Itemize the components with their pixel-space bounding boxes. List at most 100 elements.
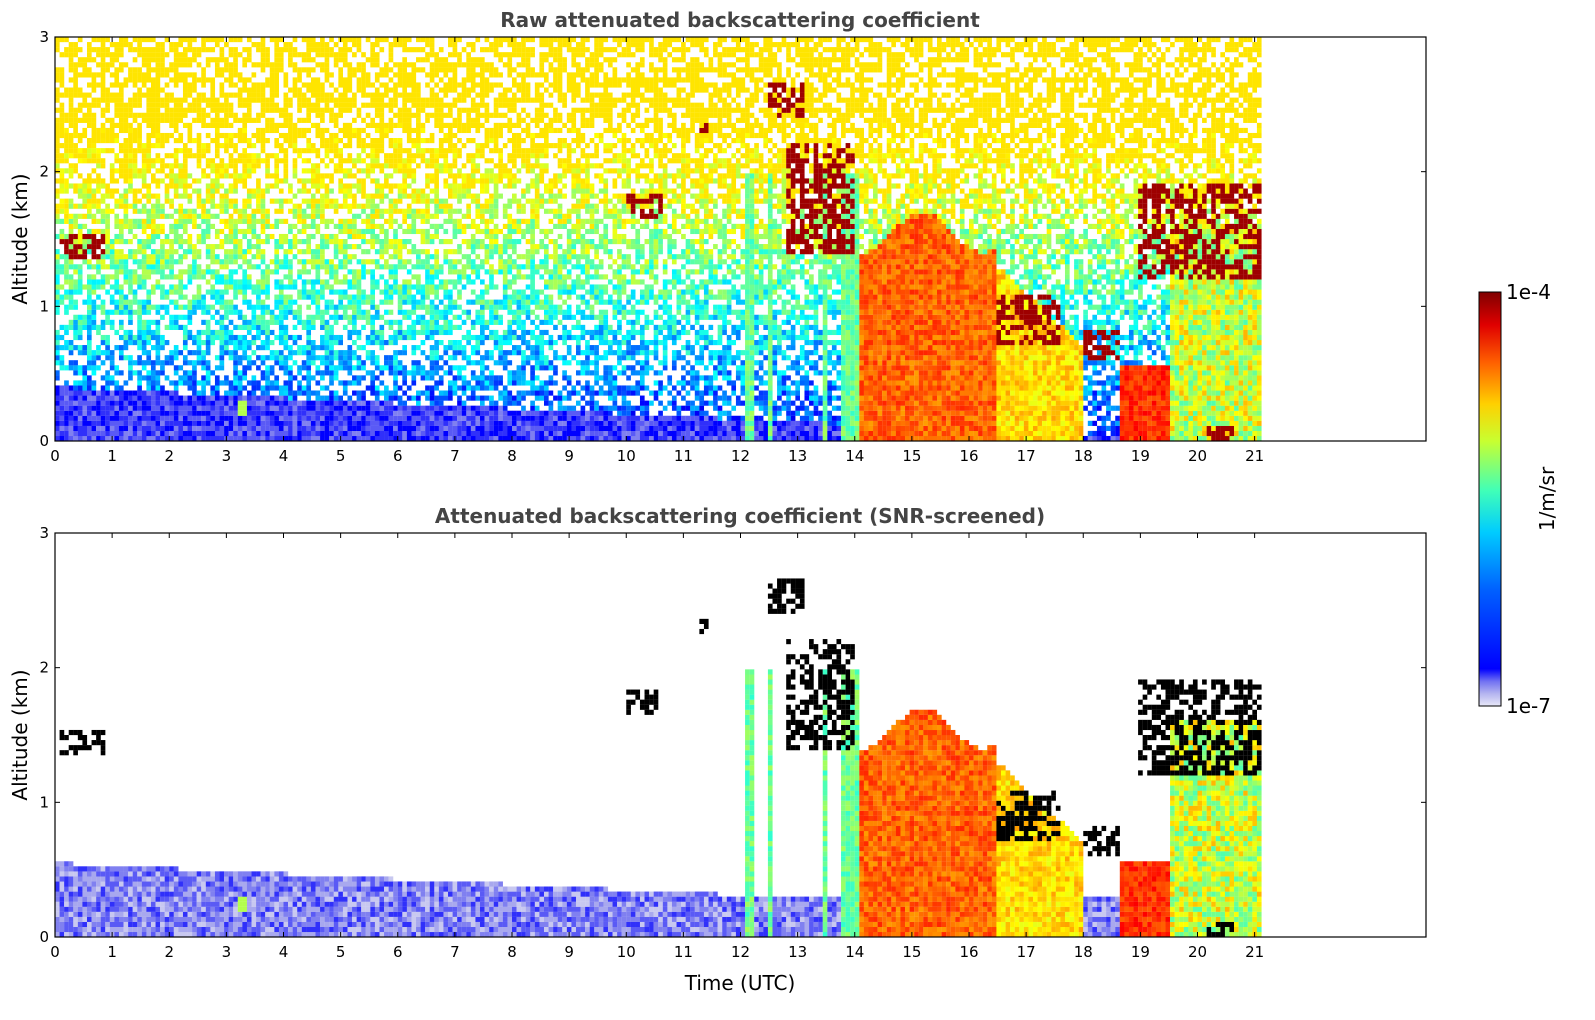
heatmap-cell (224, 305, 229, 310)
heatmap-cell (146, 47, 151, 52)
heatmap-cell (407, 209, 412, 214)
heatmap-cell (434, 214, 439, 219)
heatmap-cell (265, 406, 270, 411)
heatmap-cell (462, 82, 467, 87)
heatmap-cell (229, 138, 234, 143)
heatmap-cell (402, 62, 407, 67)
heatmap-cell (137, 199, 142, 204)
heatmap-cell (306, 269, 311, 274)
heatmap-cell (411, 93, 416, 98)
heatmap-cell (192, 153, 197, 158)
heatmap-cell (92, 370, 97, 375)
heatmap-cell (443, 178, 448, 183)
heatmap-cell (279, 396, 284, 401)
heatmap-cell (92, 204, 97, 209)
heatmap-cell (142, 436, 147, 441)
heatmap-cell (375, 310, 380, 315)
heatmap-cell (165, 421, 170, 426)
heatmap-cell (101, 325, 106, 330)
heatmap-cell (133, 370, 138, 375)
heatmap-cell (252, 431, 257, 436)
heatmap-cell (425, 305, 430, 310)
heatmap-cell (457, 108, 462, 113)
heatmap-cell (165, 138, 170, 143)
heatmap-cell (114, 269, 119, 274)
heatmap-cell (92, 57, 97, 62)
heatmap-cell (384, 234, 389, 239)
heatmap-cell (261, 67, 266, 72)
heatmap-cell (124, 173, 129, 178)
heatmap-cell (133, 234, 138, 239)
heatmap-cell (306, 330, 311, 335)
heatmap-cell (247, 259, 252, 264)
heatmap-cell (133, 113, 138, 118)
heatmap-cell (215, 214, 220, 219)
heatmap-cell (393, 284, 398, 289)
heatmap-cell (375, 426, 380, 431)
heatmap-cell (101, 37, 106, 42)
heatmap-cell (347, 300, 352, 305)
heatmap-cell (201, 168, 206, 173)
heatmap-cell (284, 305, 289, 310)
heatmap-cell (133, 290, 138, 295)
heatmap-cell (274, 42, 279, 47)
heatmap-cell (78, 370, 83, 375)
heatmap-cell (128, 123, 133, 128)
heatmap-cell (114, 72, 119, 77)
heatmap-cell (453, 163, 458, 168)
heatmap-cell (119, 335, 124, 340)
heatmap-cell (55, 133, 60, 138)
heatmap-cell (142, 72, 147, 77)
heatmap-cell (315, 93, 320, 98)
heatmap-cell (151, 128, 156, 133)
heatmap-cell (425, 375, 430, 380)
heatmap-cell (210, 401, 215, 406)
heatmap-cell (183, 98, 188, 103)
heatmap-cell (165, 254, 170, 259)
heatmap-cell (247, 103, 252, 108)
heatmap-cell (274, 254, 279, 259)
heatmap-cell (73, 244, 78, 249)
heatmap-cell (220, 183, 225, 188)
heatmap-cell (252, 93, 257, 98)
heatmap-cell (402, 370, 407, 375)
heatmap-cell (101, 431, 106, 436)
heatmap-cell (261, 194, 266, 199)
heatmap-cell (306, 118, 311, 123)
heatmap-cell (114, 234, 119, 239)
heatmap-cell (293, 128, 298, 133)
heatmap-cell (128, 300, 133, 305)
heatmap-cell (270, 380, 275, 385)
heatmap-cell (87, 204, 92, 209)
heatmap-cell (375, 315, 380, 320)
heatmap-cell (146, 335, 151, 340)
heatmap-cell (215, 244, 220, 249)
heatmap-cell (416, 189, 421, 194)
heatmap-cell (69, 153, 74, 158)
heatmap-cell (124, 37, 129, 42)
heatmap-cell (73, 254, 78, 259)
heatmap-cell (233, 224, 238, 229)
heatmap-cell (183, 269, 188, 274)
heatmap-cell (274, 375, 279, 380)
heatmap-cell (284, 310, 289, 315)
heatmap-cell (73, 108, 78, 113)
heatmap-cell (402, 330, 407, 335)
heatmap-cell (448, 269, 453, 274)
heatmap-cell (443, 219, 448, 224)
heatmap-cell (69, 284, 74, 289)
heatmap-cell (114, 416, 119, 421)
heatmap-cell (96, 345, 101, 350)
heatmap-cell (197, 47, 202, 52)
heatmap-cell (133, 254, 138, 259)
heatmap-cell (320, 310, 325, 315)
heatmap-cell (160, 224, 165, 229)
heatmap-cell (338, 168, 343, 173)
heatmap-cell (101, 158, 106, 163)
heatmap-cell (402, 295, 407, 300)
heatmap-cell (370, 295, 375, 300)
heatmap-cell (389, 396, 394, 401)
heatmap-cell (338, 406, 343, 411)
heatmap-cell (343, 37, 348, 42)
heatmap-cell (78, 214, 83, 219)
